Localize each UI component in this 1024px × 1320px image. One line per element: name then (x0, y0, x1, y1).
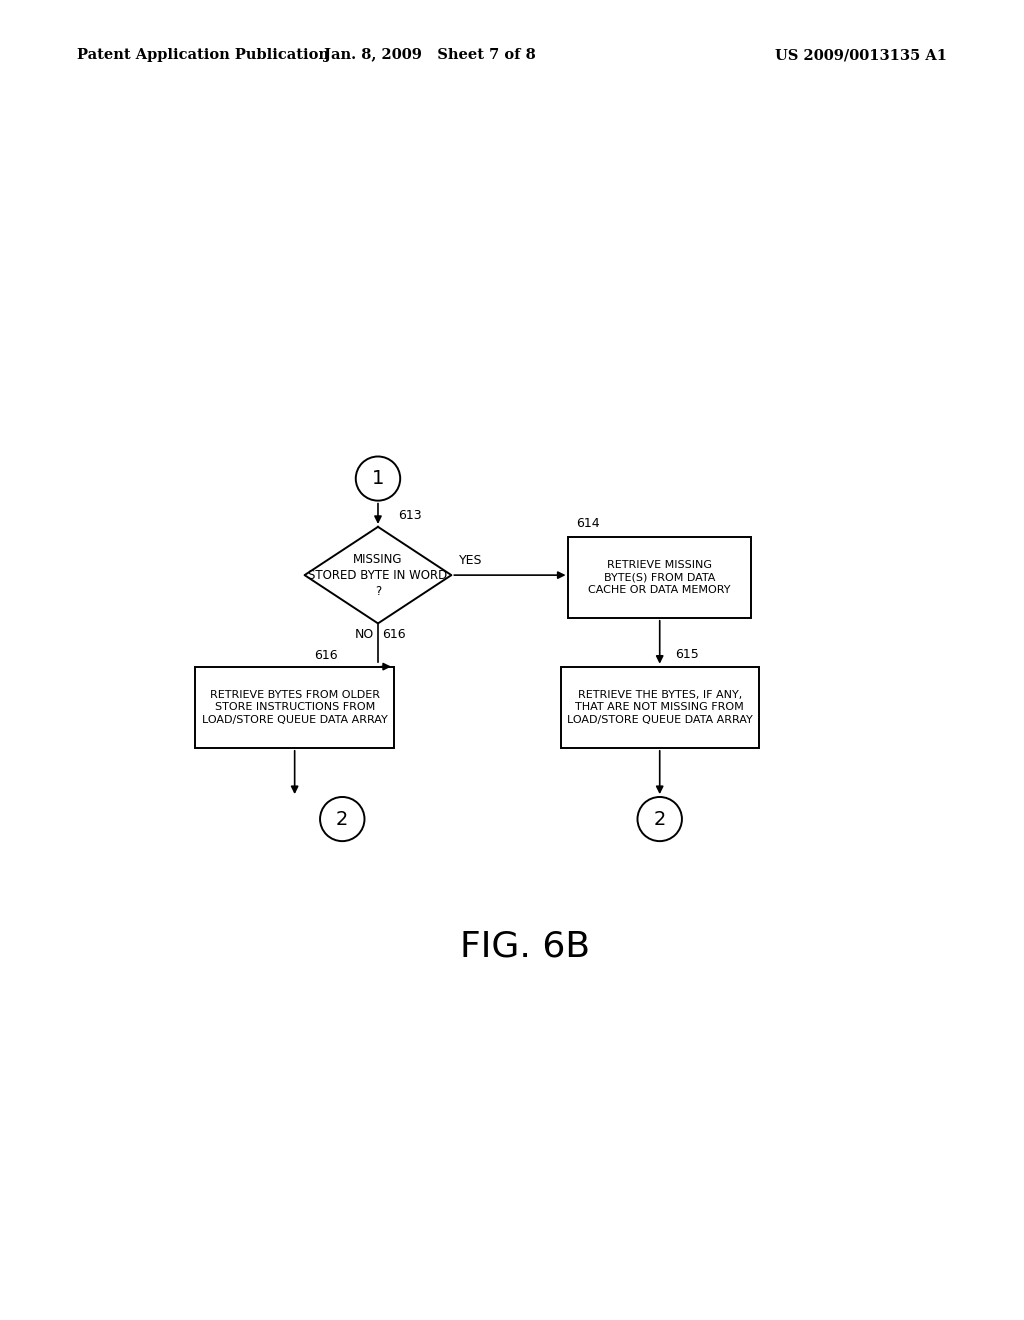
Text: Jan. 8, 2009   Sheet 7 of 8: Jan. 8, 2009 Sheet 7 of 8 (325, 49, 536, 62)
Text: RETRIEVE BYTES FROM OLDER
STORE INSTRUCTIONS FROM
LOAD/STORE QUEUE DATA ARRAY: RETRIEVE BYTES FROM OLDER STORE INSTRUCT… (202, 690, 387, 725)
Text: 2: 2 (336, 809, 348, 829)
Text: US 2009/0013135 A1: US 2009/0013135 A1 (775, 49, 947, 62)
Text: 616: 616 (314, 648, 338, 661)
Bar (196, 667, 394, 748)
Text: 616: 616 (382, 628, 406, 642)
Polygon shape (304, 527, 452, 623)
Bar (568, 536, 751, 618)
Text: 614: 614 (577, 517, 600, 531)
Bar (560, 667, 759, 748)
Text: RETRIEVE MISSING
BYTE(S) FROM DATA
CACHE OR DATA MEMORY: RETRIEVE MISSING BYTE(S) FROM DATA CACHE… (589, 560, 731, 594)
Text: 613: 613 (397, 508, 422, 521)
Text: 2: 2 (653, 809, 666, 829)
Text: FIG. 6B: FIG. 6B (460, 929, 590, 964)
Text: Patent Application Publication: Patent Application Publication (77, 49, 329, 62)
Text: 1: 1 (372, 469, 384, 488)
Text: NO: NO (354, 628, 374, 642)
Text: 615: 615 (676, 648, 699, 660)
Text: YES: YES (460, 554, 483, 568)
Text: MISSING
STORED BYTE IN WORD
?: MISSING STORED BYTE IN WORD ? (308, 553, 447, 598)
Text: RETRIEVE THE BYTES, IF ANY,
THAT ARE NOT MISSING FROM
LOAD/STORE QUEUE DATA ARRA: RETRIEVE THE BYTES, IF ANY, THAT ARE NOT… (567, 690, 753, 725)
